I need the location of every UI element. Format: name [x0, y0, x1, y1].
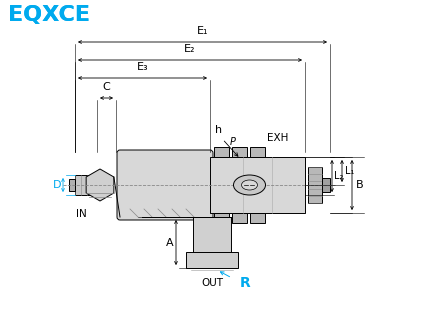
Bar	[250, 147, 265, 157]
Text: EQXCE: EQXCE	[8, 5, 90, 25]
Bar	[210, 157, 305, 213]
FancyBboxPatch shape	[117, 150, 213, 220]
Polygon shape	[86, 169, 114, 201]
Text: OUT: OUT	[201, 278, 223, 288]
Text: E₃: E₃	[137, 62, 148, 72]
Bar	[75, 175, 97, 195]
Ellipse shape	[233, 175, 266, 195]
Text: B: B	[356, 180, 364, 190]
Text: D: D	[53, 180, 61, 190]
Text: h: h	[215, 125, 222, 135]
Text: A: A	[166, 237, 174, 248]
Bar	[214, 147, 229, 157]
Bar	[69, 179, 75, 191]
Text: EXH: EXH	[267, 133, 289, 143]
Bar	[232, 213, 247, 223]
Text: C: C	[102, 82, 110, 92]
Bar	[250, 213, 265, 223]
Text: E₂: E₂	[184, 44, 196, 54]
Text: IN: IN	[76, 209, 86, 219]
Bar	[214, 213, 229, 223]
Bar	[186, 252, 238, 268]
Text: E₁: E₁	[197, 26, 208, 36]
Text: L₂: L₂	[334, 171, 343, 181]
Bar	[322, 178, 330, 192]
Bar	[232, 147, 247, 157]
Bar	[193, 217, 231, 252]
Bar	[308, 167, 322, 203]
Text: R: R	[240, 276, 251, 290]
Text: P: P	[230, 137, 235, 147]
Text: EQXCE: EQXCE	[8, 5, 90, 25]
Ellipse shape	[241, 180, 258, 190]
Text: L₁: L₁	[345, 166, 354, 176]
